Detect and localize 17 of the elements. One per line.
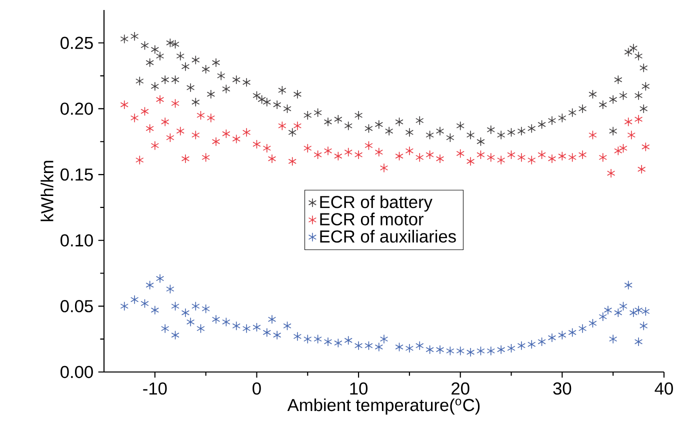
y-tick-label: 0.25 xyxy=(60,36,93,50)
y-tick-label: 0.05 xyxy=(60,300,93,312)
x-tick-label: 0 xyxy=(252,382,261,395)
y-tick-label: 0.00 xyxy=(60,366,93,378)
legend-label: ECR of battery xyxy=(320,195,432,212)
x-tick-label: 40 xyxy=(654,382,673,395)
x-tick-label: 20 xyxy=(452,382,470,395)
legend-label: ECR of auxiliaries xyxy=(320,230,456,243)
x-tick-label: 30 xyxy=(553,382,572,395)
legend-label: ECR of motor xyxy=(320,212,424,226)
y-tick-label: 0.20 xyxy=(60,102,93,115)
y-tick-label: 0.15 xyxy=(60,168,93,181)
x-tick-label: 10 xyxy=(350,382,368,395)
x-axis-title: Ambient temperature($^{o}$C) xyxy=(287,398,480,415)
y-tick-label: 0.10 xyxy=(60,234,93,246)
x-tick-label: -10 xyxy=(143,382,167,395)
y-axis-title: kWh/km xyxy=(40,160,54,222)
